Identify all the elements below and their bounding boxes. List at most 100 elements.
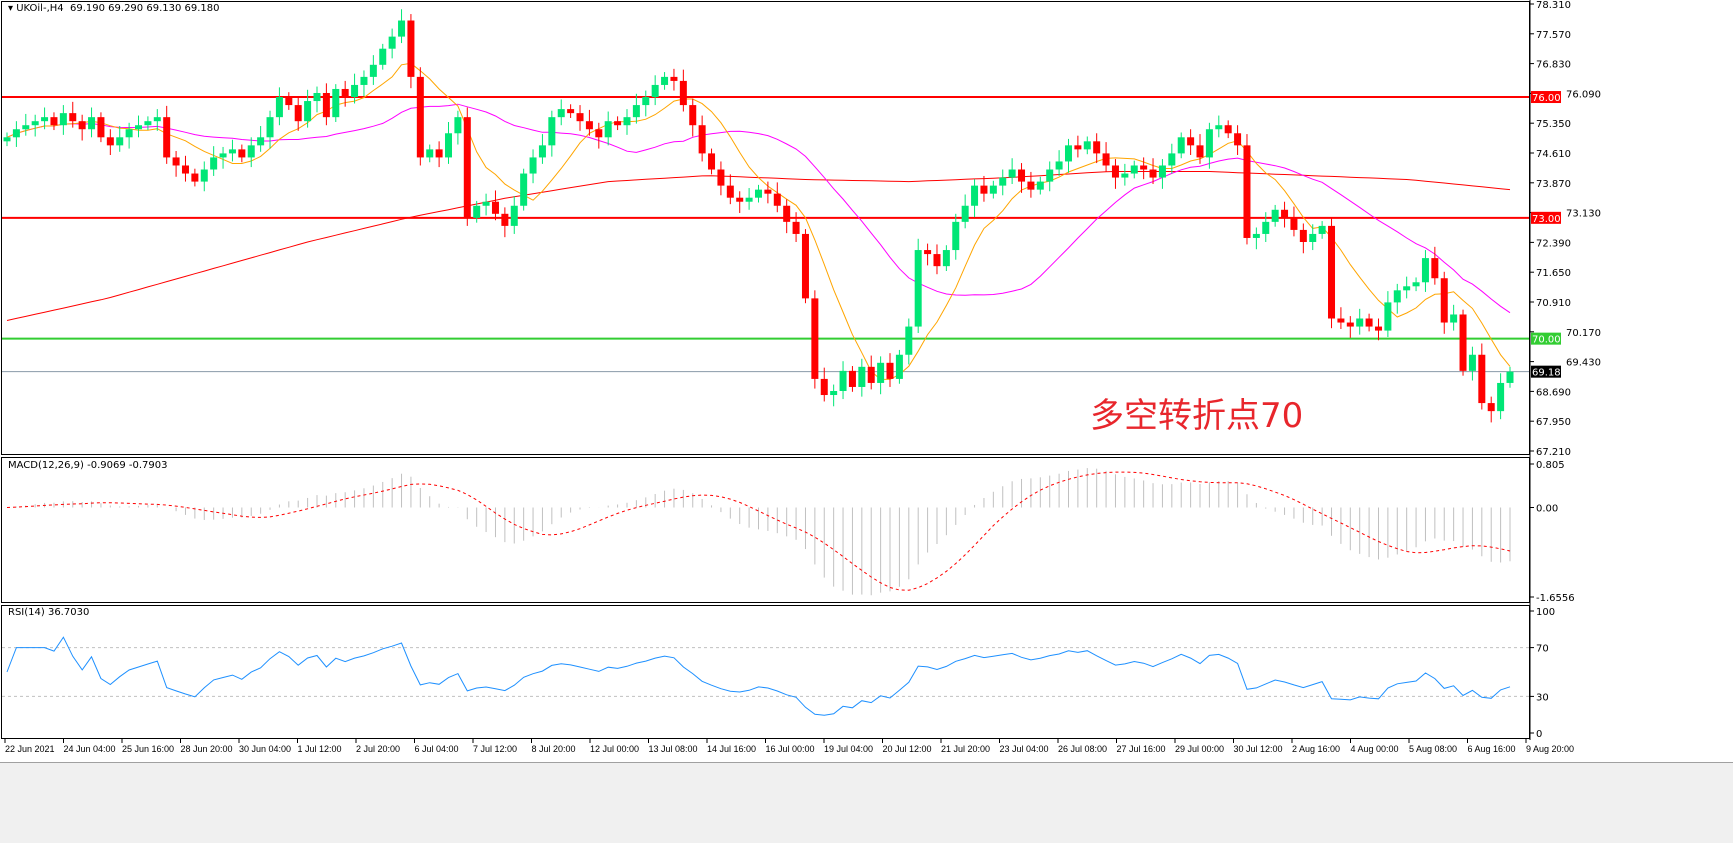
y-tick-label: 73.130 [1566, 209, 1601, 220]
candle [1027, 171, 1035, 198]
candle [708, 148, 716, 175]
candle-body [848, 370, 856, 387]
candle [745, 188, 753, 210]
candle [219, 146, 227, 169]
candle-body [228, 149, 236, 154]
candle-body [989, 185, 997, 194]
candle-body [369, 64, 377, 77]
candle [97, 112, 105, 143]
candle-body [41, 117, 49, 122]
candle-body [1356, 318, 1364, 327]
candle [50, 112, 58, 131]
candle [238, 144, 246, 163]
candle [3, 132, 11, 147]
candle-body [1431, 258, 1439, 279]
x-tick-label: 19 Jul 04:00 [824, 744, 873, 754]
candle-body [1027, 181, 1035, 190]
candle-body [510, 205, 518, 226]
rsi-panel[interactable]: 100 70 30 0 [2, 607, 1555, 740]
candle [491, 190, 499, 221]
candle [369, 55, 377, 85]
candle-body [538, 145, 546, 158]
candle [285, 92, 293, 110]
candle-body [1468, 354, 1476, 371]
candle-body [275, 97, 283, 118]
candle-body [22, 125, 30, 130]
symbol-header: ▾ UKOil-,H4 69.190 69.290 69.130 69.180 [8, 3, 220, 14]
y-tick-label: 74.610 [1536, 149, 1571, 160]
candle [661, 72, 669, 90]
candle-body [59, 113, 67, 126]
candle-body [426, 149, 434, 158]
candle [1440, 271, 1448, 334]
candle [717, 161, 725, 196]
candle [1083, 136, 1091, 155]
candle [726, 174, 734, 205]
candle-body [689, 105, 697, 126]
candle [1234, 125, 1242, 156]
candle [1093, 133, 1101, 164]
x-tick-label: 2 Aug 16:00 [1292, 744, 1340, 754]
candle [801, 229, 809, 304]
candle-body [830, 390, 838, 396]
candle-body [1403, 286, 1411, 291]
candle-body [445, 133, 453, 158]
ohlc-values: 69.190 69.290 69.130 69.180 [70, 3, 220, 14]
candle [905, 318, 913, 365]
candle [1459, 309, 1467, 376]
candle-body [491, 201, 499, 214]
rsi-y-tick-label: 100 [1536, 607, 1555, 618]
macd-signal-line [6, 471, 1511, 591]
y-tick-label: 72.390 [1536, 238, 1571, 249]
candle-body [1140, 165, 1148, 170]
candle [69, 101, 77, 128]
y-tick-label: 76.830 [1536, 60, 1571, 71]
candle [632, 93, 640, 124]
candle [228, 139, 236, 162]
candle-body [567, 109, 575, 114]
candle-body [125, 129, 133, 138]
candle [106, 129, 114, 156]
candle [200, 161, 208, 192]
candle [426, 144, 434, 163]
candle [877, 356, 885, 395]
candle [830, 384, 838, 407]
candle [1130, 160, 1138, 179]
rsi-label: RSI(14) 36.7030 [8, 607, 90, 618]
candle-body [971, 185, 979, 206]
candle [1412, 277, 1420, 292]
candle [1168, 143, 1176, 174]
candle-body [360, 76, 368, 85]
candle [1111, 159, 1119, 189]
x-tick-label: 20 Jul 12:00 [883, 744, 932, 754]
x-tick-label: 2 Jul 20:00 [356, 744, 400, 754]
candle-body [1008, 169, 1016, 178]
candle-body [12, 129, 20, 138]
candle [1262, 212, 1270, 242]
candle-body [1412, 282, 1420, 287]
x-tick-label: 30 Jul 12:00 [1234, 744, 1283, 754]
candle [773, 182, 781, 213]
candle [1271, 204, 1279, 227]
candle-body [1224, 125, 1232, 134]
candle-body [895, 354, 903, 379]
candle-body [1168, 153, 1176, 166]
candle-body [1281, 209, 1289, 218]
candle [1121, 163, 1129, 186]
candle [435, 141, 443, 168]
price-panel[interactable]: 78.310 77.570 76.830 76.090 75.350 74.610 73.8… [2, 0, 1601, 458]
x-tick-label: 9 Aug 20:00 [1526, 744, 1574, 754]
candle-body [745, 197, 753, 202]
candle [1102, 142, 1110, 172]
macd-panel[interactable]: 0.805 0.00 -1.6556 [6, 460, 1575, 604]
candle [266, 110, 274, 149]
current-price-label: 69.180 [1532, 368, 1567, 379]
candle [1403, 276, 1411, 299]
level-tag-label: 70.000 [1532, 335, 1567, 346]
candle-body [379, 48, 387, 65]
candle-body [933, 254, 941, 267]
candle-body [322, 92, 330, 118]
x-tick-label: 5 Aug 08:00 [1409, 744, 1457, 754]
candle [379, 43, 387, 70]
